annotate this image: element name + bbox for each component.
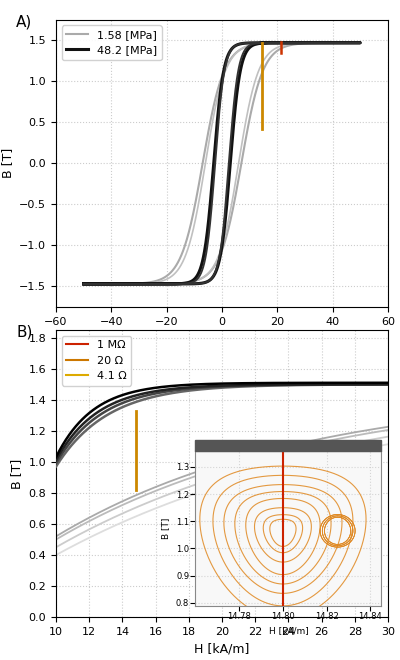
Text: A): A) (16, 14, 32, 29)
X-axis label: H [kA/m]: H [kA/m] (194, 642, 250, 655)
Y-axis label: B [T]: B [T] (1, 148, 14, 178)
X-axis label: H [kA/m]: H [kA/m] (194, 332, 250, 345)
Y-axis label: B [T]: B [T] (10, 459, 23, 488)
Legend: 1 MΩ, 20 Ω, 4.1 Ω: 1 MΩ, 20 Ω, 4.1 Ω (62, 335, 131, 385)
Legend: 1.58 [MPa], 48.2 [MPa]: 1.58 [MPa], 48.2 [MPa] (62, 25, 162, 60)
Text: B): B) (16, 324, 32, 339)
